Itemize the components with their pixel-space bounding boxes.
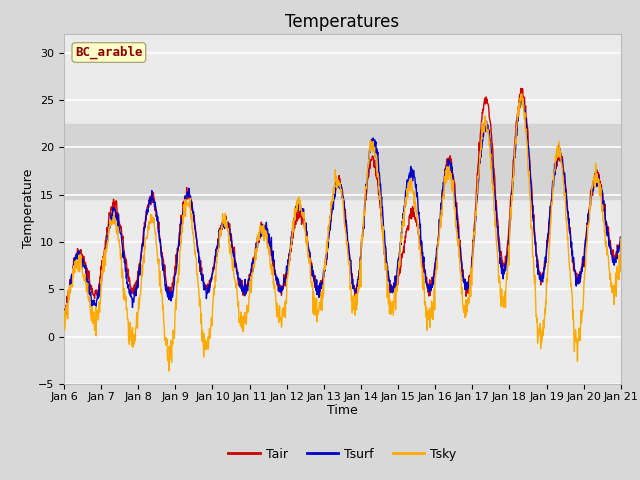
Legend: Tair, Tsurf, Tsky: Tair, Tsurf, Tsky (223, 443, 461, 466)
Title: Temperatures: Temperatures (285, 12, 399, 31)
Text: BC_arable: BC_arable (75, 46, 143, 59)
Y-axis label: Temperature: Temperature (22, 169, 35, 249)
Bar (64, 123, 621, 199)
X-axis label: Time: Time (327, 405, 358, 418)
